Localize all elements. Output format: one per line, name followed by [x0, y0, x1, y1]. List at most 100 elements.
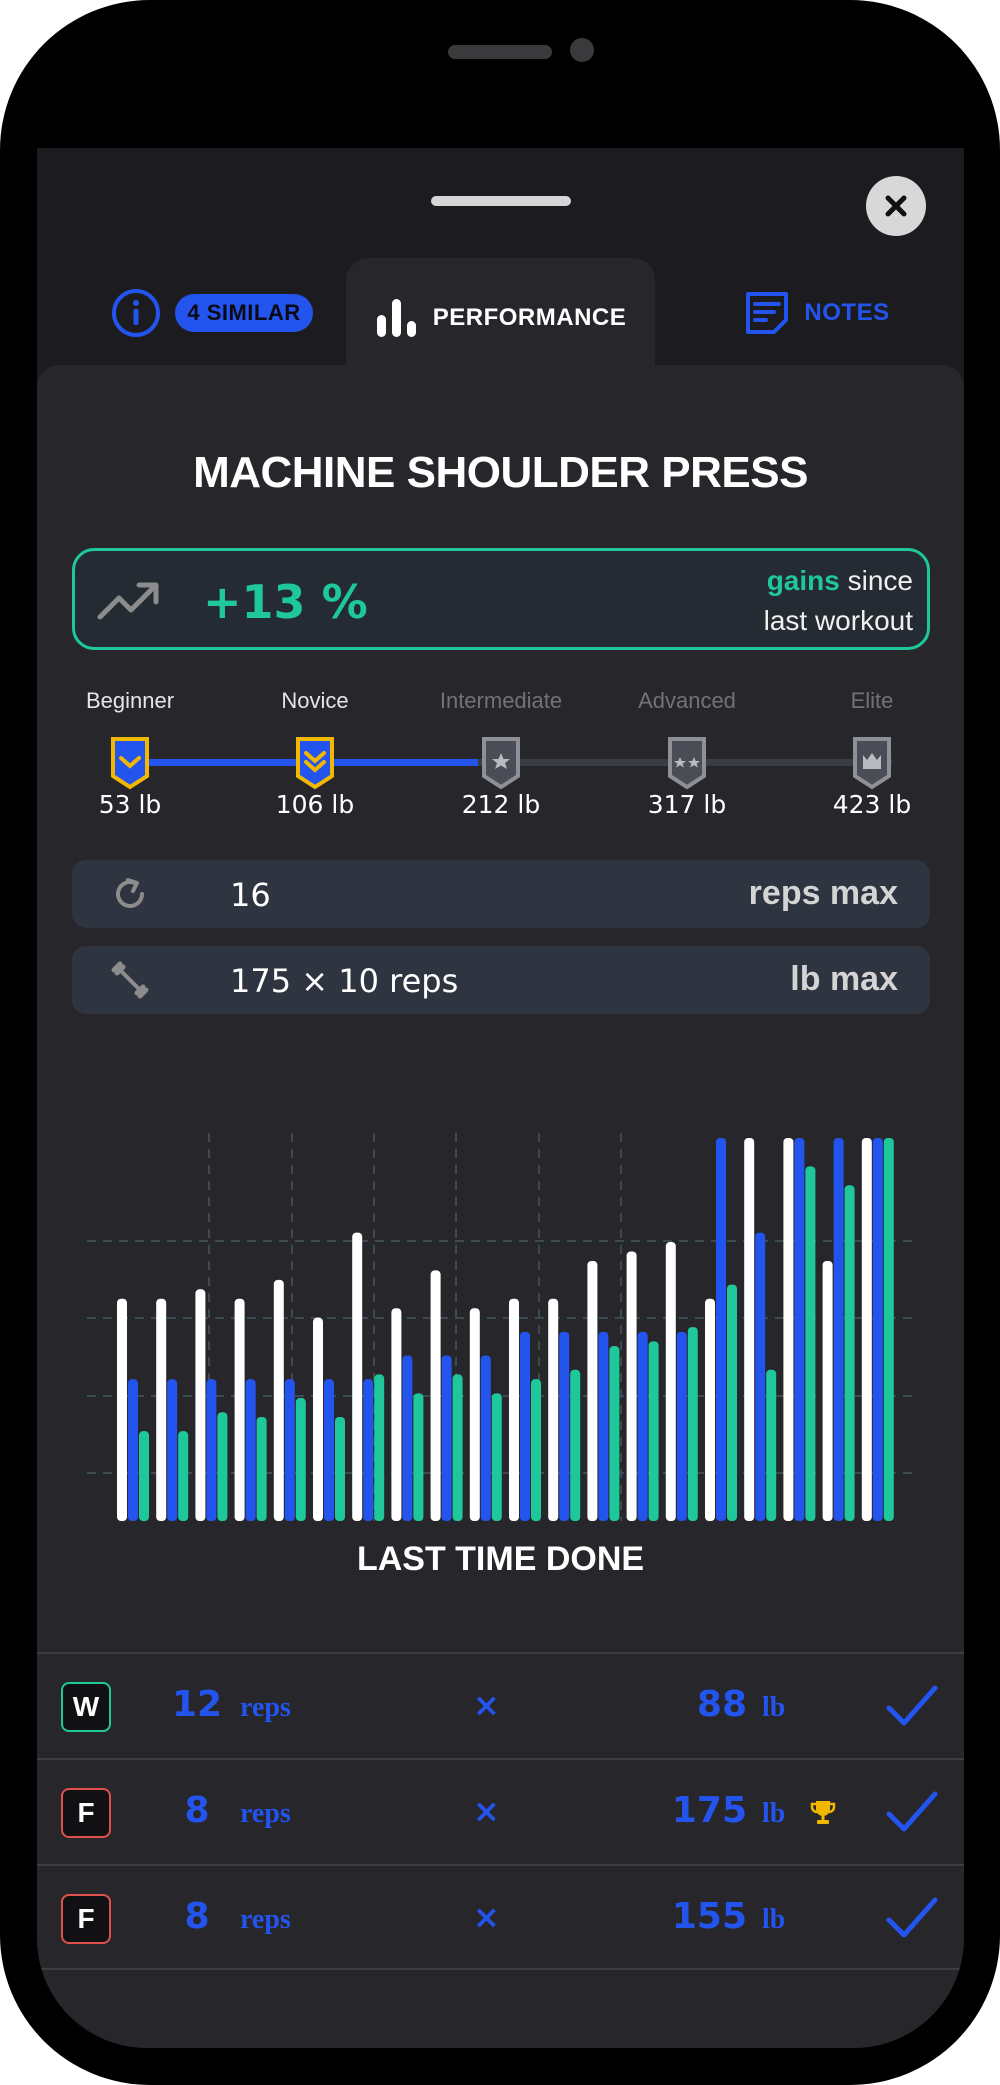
screen: 4 SIMILAR PERFORMANCE NOTES MACHINE SHOU… — [37, 148, 964, 2048]
notes-icon — [746, 292, 789, 334]
tab-bar: 4 SIMILAR PERFORMANCE NOTES — [37, 258, 964, 378]
chart-bar — [548, 1298, 559, 1521]
chart-bar — [833, 1138, 844, 1521]
chart-bar — [665, 1242, 676, 1521]
tab-notes[interactable]: NOTES — [737, 258, 897, 368]
chart-bar — [256, 1416, 267, 1521]
reps-max-label: reps max — [748, 874, 898, 912]
gains-percent: +13 % — [203, 575, 368, 629]
advanced-shield-icon — [668, 737, 706, 790]
set-weight: 88 — [696, 1684, 747, 1725]
chart-bar — [716, 1138, 726, 1521]
chart-bar — [783, 1138, 794, 1521]
reps-max-row: 16 reps max — [72, 860, 930, 928]
set-reps: 8 — [184, 1896, 210, 1937]
chart-bar — [284, 1379, 295, 1521]
lb-max-label: lb max — [790, 960, 898, 998]
chart-bar — [844, 1185, 855, 1521]
level-weight-beginner: 53 lb — [98, 790, 162, 819]
chart-bar — [531, 1379, 541, 1521]
set-type-tag: F — [61, 1894, 111, 1944]
chart-bar — [609, 1346, 620, 1521]
reps-max-value: 16 — [230, 876, 271, 914]
chart-bar — [480, 1355, 491, 1521]
check-icon[interactable] — [886, 1684, 938, 1728]
chart-bar — [441, 1355, 452, 1521]
gains-since: since — [847, 565, 913, 596]
chart-bar — [648, 1341, 659, 1521]
chart-bar — [872, 1138, 883, 1521]
close-button[interactable] — [866, 176, 926, 236]
set-row[interactable]: F 8 reps × 155 lb — [37, 1864, 964, 1970]
check-icon[interactable] — [886, 1790, 938, 1834]
chart-bar — [452, 1374, 463, 1521]
chart-bar — [766, 1369, 777, 1521]
chart-bar — [217, 1412, 228, 1521]
chart-bar — [687, 1327, 698, 1521]
chart-bar — [273, 1279, 284, 1521]
level-weight-advanced: 317 lb — [647, 790, 727, 819]
trophy-icon — [810, 1801, 836, 1824]
level-label-advanced: Advanced — [638, 688, 736, 713]
chart-bar — [167, 1379, 178, 1521]
chart-bar — [234, 1298, 245, 1521]
chart-bar — [178, 1431, 189, 1521]
times-sign: × — [473, 1898, 500, 1936]
chart-bar — [430, 1270, 441, 1521]
chart-bar — [363, 1379, 374, 1521]
chart-bar — [676, 1331, 687, 1521]
lb-max-value: 175 × 10 reps — [230, 962, 459, 1000]
gains-card: +13 % gains since last workout — [72, 548, 930, 650]
chart-bar — [570, 1369, 581, 1521]
chart-bar — [705, 1298, 715, 1521]
chart-bar — [117, 1298, 127, 1521]
chart-bar — [520, 1331, 530, 1521]
chart-bar — [295, 1398, 306, 1521]
chart-bar — [805, 1166, 816, 1521]
chart-bar — [755, 1232, 766, 1521]
sheet-grabber[interactable] — [431, 196, 571, 206]
tab-info[interactable]: 4 SIMILAR — [97, 258, 327, 368]
chart-bar — [794, 1138, 805, 1521]
chart-bar — [352, 1232, 363, 1521]
info-icon — [112, 289, 161, 337]
chart-bar — [883, 1138, 894, 1521]
chart-bar — [128, 1379, 138, 1521]
performance-chart — [87, 1133, 917, 1521]
front-camera — [570, 38, 594, 62]
set-type-tag: W — [61, 1682, 111, 1732]
set-weight-label: lb — [762, 1904, 786, 1935]
lb-max-row: 175 × 10 reps lb max — [72, 946, 930, 1014]
trending-up-icon — [97, 582, 159, 620]
chart-bar — [402, 1355, 413, 1521]
chart-bar — [861, 1138, 872, 1521]
chart-bar — [491, 1393, 502, 1521]
set-weight: 175 — [671, 1790, 747, 1831]
strength-levels: Beginner Novice Intermediate Advanced El… — [37, 688, 964, 819]
chart-bar — [744, 1138, 755, 1521]
chart-bar — [469, 1308, 480, 1521]
refresh-icon — [116, 878, 144, 908]
tab-performance[interactable]: PERFORMANCE — [346, 258, 655, 378]
level-label-beginner: Beginner — [85, 688, 175, 713]
level-label-novice: Novice — [281, 688, 349, 713]
chart-bar — [822, 1260, 833, 1521]
bar-chart-icon — [376, 299, 416, 337]
close-icon — [885, 195, 907, 217]
set-reps: 12 — [171, 1684, 223, 1725]
level-weight-novice: 106 lb — [275, 790, 355, 819]
chart-bar — [509, 1298, 519, 1521]
times-sign: × — [473, 1792, 500, 1830]
chart-bar — [335, 1416, 345, 1521]
dumbbell-icon — [111, 961, 149, 999]
tab-notes-label: NOTES — [804, 299, 890, 326]
chart-bar — [637, 1331, 648, 1521]
set-row[interactable]: F 8 reps × 175 lb — [37, 1758, 964, 1864]
set-weight: 155 — [671, 1896, 747, 1937]
check-icon[interactable] — [886, 1896, 938, 1940]
set-row[interactable]: W 12 reps × 88 lb — [37, 1652, 964, 1758]
level-weight-elite: 423 lb — [832, 790, 912, 819]
chart-bar — [374, 1374, 385, 1521]
chart-bar — [413, 1393, 424, 1521]
